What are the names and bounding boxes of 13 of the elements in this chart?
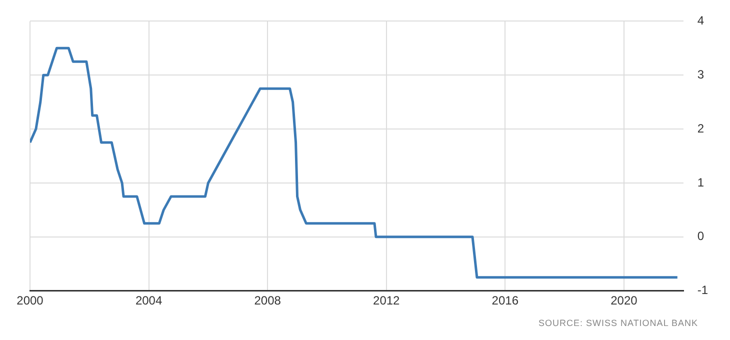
x-tick-label: 2000	[16, 293, 44, 308]
x-tick-label: 2012	[373, 293, 400, 308]
x-tick-label: 2004	[135, 293, 162, 308]
y-tick-label: 2	[697, 121, 704, 136]
y-tick-label: 0	[697, 229, 704, 244]
y-tick-label: 1	[697, 175, 704, 190]
source-note: SOURCE: SWISS NATIONAL BANK	[538, 318, 698, 328]
y-tick-label: 4	[697, 14, 704, 28]
x-tick-label: 2008	[254, 293, 282, 308]
x-tick-label: 2016	[492, 293, 519, 308]
y-tick-label: -1	[697, 283, 708, 298]
x-tick-label: 2020	[610, 293, 638, 308]
y-tick-label: 3	[697, 67, 704, 82]
